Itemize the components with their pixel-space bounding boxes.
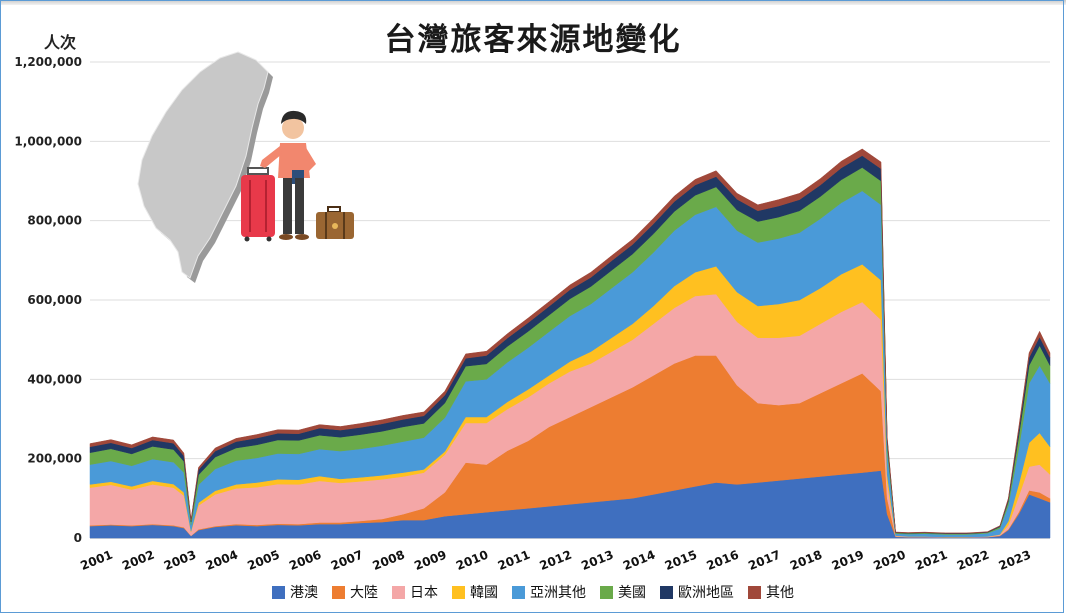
x-tick-label: 2017 bbox=[746, 548, 782, 573]
x-tick-label: 2002 bbox=[120, 548, 156, 573]
legend-label: 大陸 bbox=[350, 585, 378, 601]
x-tick-label: 2010 bbox=[454, 548, 490, 573]
legend-label: 其他 bbox=[766, 585, 794, 601]
x-tick-label: 2019 bbox=[830, 548, 866, 573]
y-tick-label: 1,200,000 bbox=[14, 55, 82, 69]
stacked-areas bbox=[89, 148, 1051, 539]
legend-item: 亞洲其他 bbox=[512, 582, 586, 602]
x-tick-label: 2007 bbox=[329, 548, 365, 573]
legend-item: 韓國 bbox=[452, 582, 498, 602]
legend-item: 大陸 bbox=[332, 582, 378, 602]
legend-label: 日本 bbox=[410, 585, 438, 601]
x-tick-label: 2012 bbox=[538, 548, 574, 573]
x-tick-label: 2018 bbox=[788, 548, 824, 573]
legend-label: 亞洲其他 bbox=[530, 585, 586, 601]
legend-label: 美國 bbox=[618, 585, 646, 601]
y-axis-ticks: 0 200,000 400,000 600,000 800,000 1,000,000 1,… bbox=[14, 55, 82, 545]
x-tick-label: 2014 bbox=[621, 548, 657, 573]
legend-swatch bbox=[392, 585, 405, 599]
legend-label: 港澳 bbox=[290, 585, 318, 601]
x-tick-label: 2020 bbox=[871, 548, 907, 573]
x-tick-label: 2013 bbox=[579, 548, 615, 573]
legend-item: 歐洲地區 bbox=[660, 582, 734, 602]
legend-item: 其他 bbox=[748, 582, 794, 602]
y-tick-label: 1,000,000 bbox=[14, 134, 82, 148]
legend-swatch bbox=[512, 585, 525, 599]
y-axis-unit-label: 人次 bbox=[44, 33, 77, 52]
x-axis-ticks: 2001 2002 2003 2004 2005 2006 2007 2008 2009 2010… bbox=[78, 548, 1032, 573]
top-strip bbox=[0, 0, 1066, 5]
legend-item: 美國 bbox=[600, 582, 646, 602]
chart-area: 0 200,000 400,000 600,000 800,000 1,000,000 1,… bbox=[14, 51, 1051, 573]
x-tick-label: 2023 bbox=[997, 548, 1033, 573]
legend-swatch bbox=[748, 585, 761, 599]
x-tick-label: 2015 bbox=[663, 548, 699, 573]
taiwan-map-illustration bbox=[137, 51, 273, 283]
y-tick-label: 0 bbox=[74, 531, 82, 545]
x-tick-label: 2011 bbox=[496, 548, 532, 573]
x-tick-label: 2001 bbox=[78, 548, 114, 573]
x-tick-label: 2004 bbox=[204, 548, 240, 573]
y-tick-label: 600,000 bbox=[27, 293, 82, 307]
legend-swatch bbox=[600, 585, 613, 599]
y-tick-label: 200,000 bbox=[27, 452, 82, 466]
y-tick-label: 400,000 bbox=[27, 372, 82, 386]
legend-label: 歐洲地區 bbox=[678, 585, 734, 601]
x-tick-label: 2006 bbox=[287, 548, 323, 573]
legend-swatch bbox=[452, 585, 465, 599]
y-tick-label: 800,000 bbox=[27, 214, 82, 228]
chart-legend: 港澳 大陸 日本 韓國 亞洲其他 美國 歐洲地區 其他 bbox=[0, 582, 1066, 602]
legend-swatch bbox=[660, 585, 673, 599]
x-tick-label: 2009 bbox=[412, 548, 448, 573]
x-tick-label: 2005 bbox=[245, 548, 281, 573]
legend-swatch bbox=[272, 585, 285, 599]
legend-label: 韓國 bbox=[470, 585, 498, 601]
x-tick-label: 2021 bbox=[913, 548, 949, 573]
x-tick-label: 2016 bbox=[704, 548, 740, 573]
chart-title: 台灣旅客來源地變化 bbox=[384, 22, 682, 58]
traveller-illustration bbox=[241, 110, 354, 242]
legend-item: 日本 bbox=[392, 582, 438, 602]
area-series-其他 bbox=[89, 148, 1051, 534]
x-tick-label: 2003 bbox=[162, 548, 198, 573]
x-tick-label: 2022 bbox=[955, 548, 991, 573]
x-tick-label: 2008 bbox=[371, 548, 407, 573]
legend-swatch bbox=[332, 585, 345, 599]
legend-item: 港澳 bbox=[272, 582, 318, 602]
